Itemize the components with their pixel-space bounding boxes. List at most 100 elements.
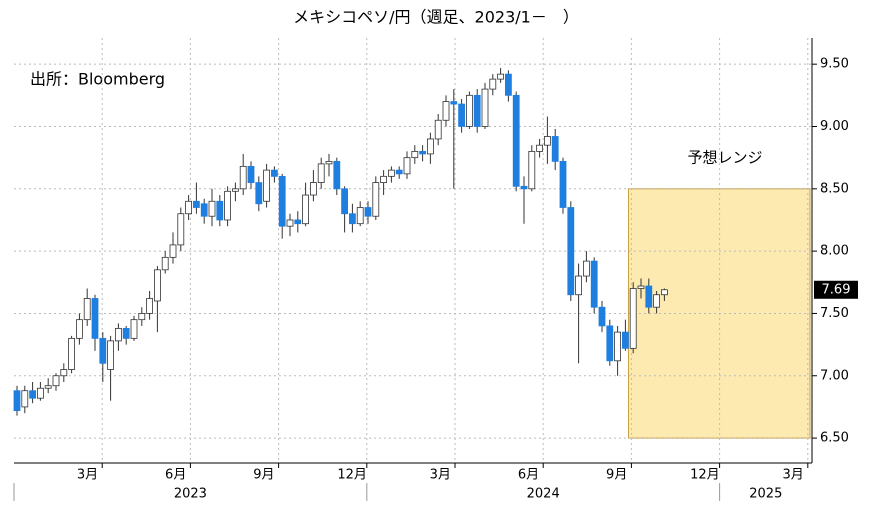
candle-body bbox=[115, 327, 122, 342]
candle-body bbox=[637, 285, 645, 289]
year-label: 2023 bbox=[174, 487, 207, 502]
candle-body bbox=[270, 169, 278, 177]
candle-body bbox=[575, 275, 582, 296]
candle-body bbox=[161, 256, 169, 271]
candle-body bbox=[559, 160, 567, 208]
candle-body bbox=[224, 190, 232, 221]
candle-body bbox=[614, 331, 621, 362]
candle-body bbox=[278, 175, 286, 227]
candle-body bbox=[465, 94, 473, 127]
candle-body bbox=[107, 340, 114, 370]
forecast-label: 予想レンジ bbox=[687, 149, 762, 167]
candle-body bbox=[99, 337, 107, 364]
candle-body bbox=[504, 73, 512, 96]
last-value-label: 7.69 bbox=[822, 282, 851, 297]
candle-body bbox=[551, 136, 559, 162]
candle-body bbox=[395, 169, 403, 175]
candle-body bbox=[177, 213, 185, 246]
candle-body bbox=[544, 136, 551, 146]
last-value-box bbox=[814, 280, 858, 299]
candle-body bbox=[512, 94, 520, 187]
candle-body bbox=[76, 319, 83, 339]
candle-body bbox=[473, 94, 481, 127]
candle-body bbox=[29, 390, 37, 399]
candle-body bbox=[590, 260, 598, 308]
candle-body bbox=[192, 200, 200, 208]
candle-body bbox=[653, 294, 660, 308]
chart-title: メキシコペソ/円（週足、2023/1－ ） bbox=[293, 8, 579, 27]
candle-body bbox=[21, 390, 29, 408]
candle-body bbox=[622, 331, 629, 349]
y-tick-label: 8.00 bbox=[820, 244, 849, 259]
candle-body bbox=[185, 200, 193, 215]
candle-body bbox=[52, 375, 60, 387]
candle-body bbox=[44, 385, 52, 389]
x-tick-label: 3月 bbox=[430, 468, 451, 483]
x-tick-label: 9月 bbox=[606, 468, 627, 483]
x-tick-label: 12月 bbox=[337, 468, 367, 483]
candle-body bbox=[263, 169, 271, 202]
candle-body bbox=[403, 157, 411, 175]
year-label: 2025 bbox=[749, 487, 782, 502]
candle-body bbox=[442, 101, 450, 121]
candle-body bbox=[309, 182, 317, 196]
candle-body bbox=[294, 219, 302, 225]
candle-body bbox=[91, 298, 99, 339]
y-tick-label: 7.50 bbox=[820, 306, 849, 321]
candle-body bbox=[536, 144, 543, 152]
y-tick-label: 9.00 bbox=[820, 119, 849, 134]
candle-body bbox=[450, 101, 458, 105]
candle-body bbox=[458, 103, 466, 127]
candle-body bbox=[606, 325, 614, 362]
y-tick-label: 7.00 bbox=[820, 368, 849, 383]
y-tick-label: 8.50 bbox=[820, 181, 849, 196]
candle-body bbox=[341, 188, 349, 215]
candle-body bbox=[325, 160, 333, 165]
x-tick-label: 6月 bbox=[518, 468, 539, 483]
candle-body bbox=[216, 200, 224, 221]
candle-body bbox=[286, 219, 294, 227]
candle-body bbox=[372, 182, 380, 217]
candle-body bbox=[333, 160, 341, 190]
candle-body bbox=[629, 288, 637, 349]
year-label: 2024 bbox=[527, 487, 560, 502]
candle-body bbox=[356, 207, 364, 225]
candle-body bbox=[497, 73, 505, 80]
candle-body bbox=[83, 298, 91, 321]
y-tick-label: 9.50 bbox=[820, 57, 849, 72]
candle-body bbox=[153, 269, 161, 302]
candle-body bbox=[348, 213, 356, 225]
x-tick-label: 12月 bbox=[690, 468, 720, 483]
candle-body bbox=[138, 313, 146, 321]
x-tick-label: 9月 bbox=[253, 468, 274, 483]
candle-body bbox=[419, 151, 427, 155]
y-tick-label: 6.50 bbox=[820, 431, 849, 446]
candle-body bbox=[598, 306, 606, 327]
x-tick-label: 3月 bbox=[782, 468, 803, 483]
candle-body bbox=[122, 327, 130, 339]
candle-body bbox=[364, 207, 372, 217]
candle-body bbox=[583, 260, 590, 277]
candle-body bbox=[68, 337, 75, 370]
candle-body bbox=[13, 390, 21, 412]
candle-body bbox=[434, 119, 442, 140]
candle-body bbox=[146, 298, 154, 314]
candle-body bbox=[255, 182, 263, 205]
candle-body bbox=[645, 285, 653, 308]
source-note: 出所：Bloomberg bbox=[30, 70, 165, 89]
candle-body bbox=[200, 203, 208, 217]
candle-body bbox=[528, 151, 536, 190]
candle-body bbox=[426, 138, 434, 155]
candle-body bbox=[317, 163, 325, 183]
candle-body bbox=[481, 88, 489, 127]
x-tick-label: 3月 bbox=[77, 468, 98, 483]
candle-body bbox=[302, 194, 310, 225]
x-tick-label: 6月 bbox=[165, 468, 186, 483]
candle-body bbox=[208, 200, 216, 217]
candle-body bbox=[37, 387, 44, 399]
candle-body bbox=[411, 151, 419, 159]
candle-body bbox=[231, 188, 239, 192]
candle-body bbox=[489, 78, 497, 90]
candle-body bbox=[520, 185, 528, 190]
